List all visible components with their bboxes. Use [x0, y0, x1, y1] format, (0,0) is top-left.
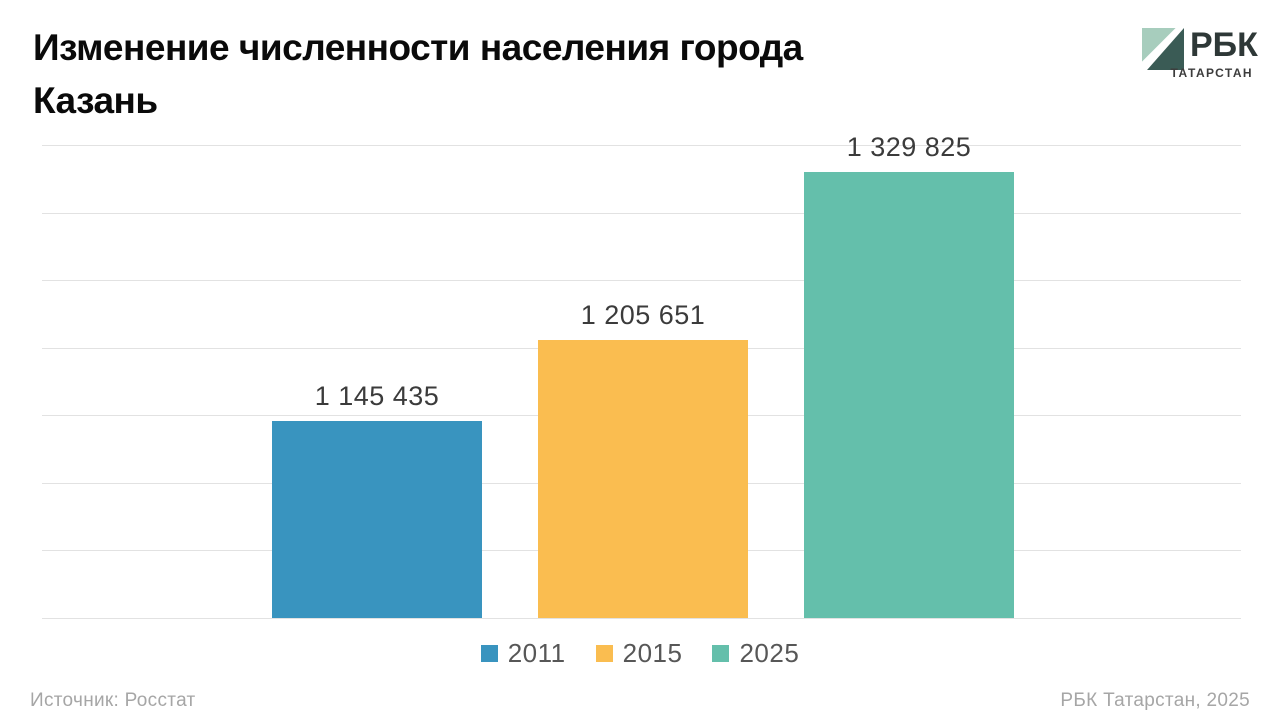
gridline	[42, 280, 1241, 282]
bar-group-2025: 1 329 825	[804, 132, 1014, 618]
legend-label-2011: 2011	[507, 638, 566, 668]
bars-container: 1 145 435 1 205 651 1 329 825	[272, 132, 1014, 618]
legend-label-2025: 2025	[739, 638, 800, 668]
bar-value-label-2025: 1 329 825	[846, 132, 972, 163]
gridline	[42, 618, 1241, 619]
legend-item-2011: 2011	[480, 638, 566, 669]
bar-2015: 1 205 651	[538, 300, 748, 618]
legend-swatch-2025	[712, 645, 730, 662]
page-title-line-1: Изменение численности населения города	[33, 27, 803, 68]
bar-group-2011: 1 145 435	[272, 145, 482, 618]
legend-swatch-2015	[595, 645, 613, 662]
page-title: Изменение численности населения города К…	[33, 22, 1113, 127]
chart-legend: 2011 2015 2025	[0, 638, 1280, 669]
rbc-logo-icon	[1142, 28, 1184, 70]
bar-chart: 1 145 435 1 205 651 1 329 825	[42, 132, 1241, 619]
logo-brand-text: РБК	[1190, 26, 1258, 64]
legend-label-2015: 2015	[622, 638, 683, 668]
bar-value-label-2015: 1 205 651	[580, 300, 706, 331]
credit-text: РБК Татарстан, 2025	[1060, 690, 1250, 711]
legend-swatch-2011	[480, 645, 498, 662]
bar-value-label-2011: 1 145 435	[314, 381, 440, 412]
gridline	[42, 145, 1241, 146]
bar-2011: 1 145 435	[272, 381, 482, 618]
bar-group-2015: 1 205 651	[538, 145, 748, 618]
legend-item-2015: 2015	[595, 638, 683, 669]
bar-2025: 1 329 825	[804, 132, 1014, 618]
legend-item-2025: 2025	[712, 638, 799, 669]
rbc-tatarstan-logo: РБК ТАТАРСТАН	[1142, 26, 1258, 80]
page-title-line-2: Казань	[33, 79, 158, 121]
logo-region-text: ТАТАРСТАН	[1170, 66, 1253, 80]
source-text: Источник: Росстат	[30, 690, 196, 711]
gridline	[42, 212, 1241, 214]
footer: Источник: Росстат РБК Татарстан, 2025	[0, 690, 1280, 712]
